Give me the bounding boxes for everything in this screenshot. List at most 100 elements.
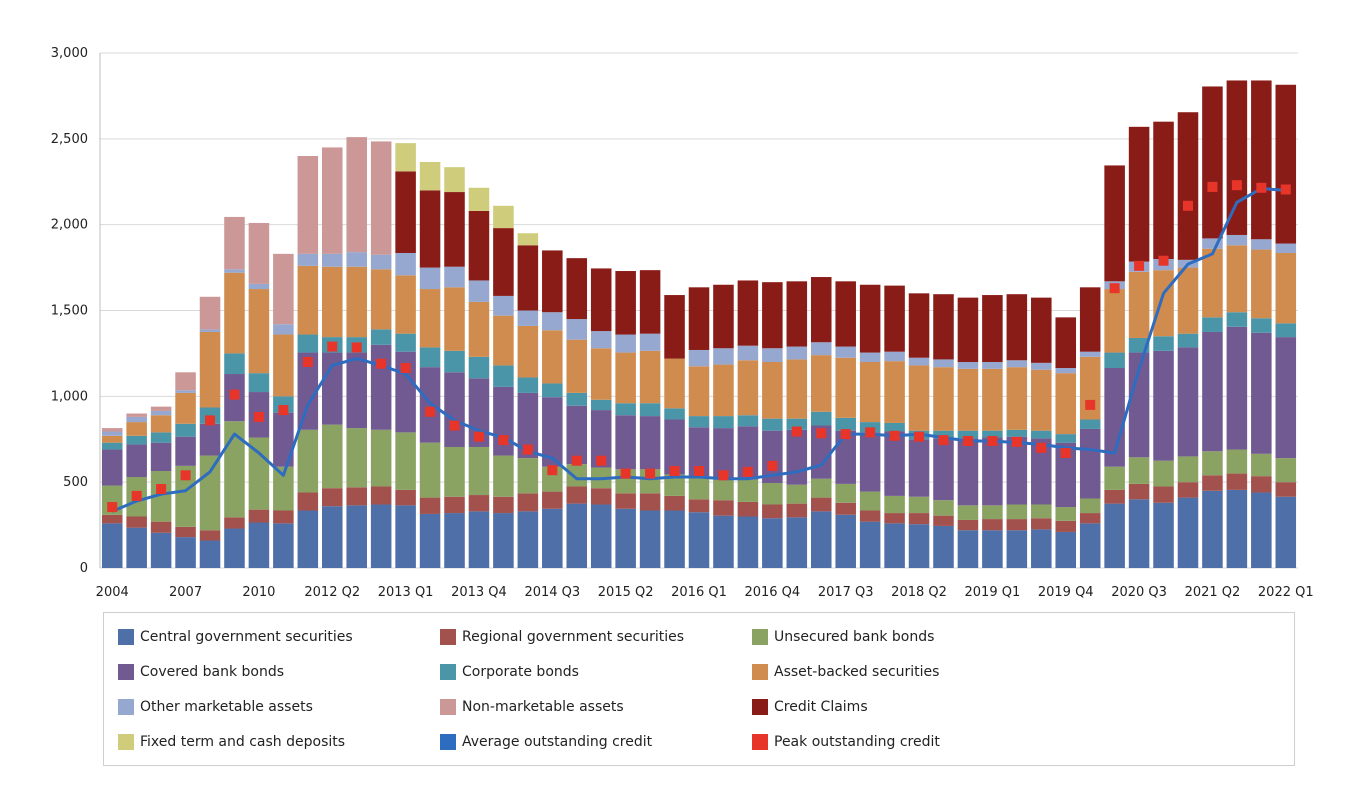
bar-segment-central-government-securities <box>835 514 856 568</box>
legend-swatch <box>440 664 456 680</box>
bar-segment-asset-backed-securities <box>1153 270 1174 337</box>
bar-segment-covered-bank-bonds <box>933 438 954 501</box>
bar-segment-unsecured-bank-bonds <box>1104 466 1125 490</box>
bar-segment-covered-bank-bonds <box>1153 350 1174 461</box>
bar-segment-covered-bank-bonds <box>1226 326 1248 450</box>
bar-segment-regional-government-securities <box>1153 486 1174 503</box>
legend-swatch <box>752 734 768 750</box>
bar-segment-central-government-securities <box>395 505 416 568</box>
bar-segment-corporate-bonds <box>175 423 196 437</box>
bar-segment-regional-government-securities <box>1128 483 1150 500</box>
x-tick-label: 2021 Q2 <box>1185 585 1241 600</box>
marker-peak-outstanding-credit <box>1207 181 1218 192</box>
average-credit-line <box>111 187 1286 513</box>
bar-segment-corporate-bonds <box>1177 333 1199 348</box>
bar-segment-central-government-securities <box>248 522 270 568</box>
bar-segment-credit-claims <box>566 258 588 320</box>
bar-segment-unsecured-bank-bonds <box>1202 451 1223 476</box>
bar-segment-other-marketable-assets <box>346 252 367 267</box>
x-tick-label: 2013 Q1 <box>378 585 434 600</box>
bar-segment-other-marketable-assets <box>297 253 319 266</box>
bar-segment-regional-government-securities <box>1275 482 1297 497</box>
bar-segment-regional-government-securities <box>126 516 147 528</box>
bar-segment-fixed-term-and-cash-deposits <box>468 187 490 211</box>
legend: Central government securities Regional go… <box>103 612 1295 766</box>
legend-item-asset-backed-securities: Asset-backed securities <box>752 662 939 682</box>
bar-segment-corporate-bonds <box>248 373 270 393</box>
bar-segment-regional-government-securities <box>517 493 539 512</box>
bar-segment-central-government-securities <box>297 510 319 568</box>
bar-segment-asset-backed-securities <box>370 269 392 330</box>
bar-segment-central-government-securities <box>1177 497 1199 568</box>
bar-segment-credit-claims <box>468 210 490 281</box>
bar-segment-asset-backed-securities <box>737 360 759 416</box>
bar-segment-corporate-bonds <box>615 403 636 416</box>
bar-segment-asset-backed-securities <box>273 334 294 397</box>
legend-label: Credit Claims <box>774 699 868 715</box>
legend-item-corporate-bonds: Corporate bonds <box>440 662 579 682</box>
legend-item-average-outstanding-credit: Average outstanding credit <box>440 732 652 752</box>
bar-segment-asset-backed-securities <box>126 422 147 436</box>
bar-segment-unsecured-bank-bonds <box>517 458 539 494</box>
bar-segment-central-government-securities <box>762 518 783 568</box>
bar-segment-credit-claims <box>493 228 514 296</box>
bar-segment-covered-bank-bonds <box>957 438 979 506</box>
bar-segment-corporate-bonds <box>1079 419 1101 429</box>
bar-segment-asset-backed-securities <box>224 272 245 354</box>
y-tick-label: 1,000 <box>51 389 88 404</box>
bar-segment-covered-bank-bonds <box>590 410 612 468</box>
bar-segment-corporate-bonds <box>859 422 881 433</box>
bar-segment-other-marketable-assets <box>1055 368 1077 374</box>
bar-segment-unsecured-bank-bonds <box>150 471 172 522</box>
bar-segment-corporate-bonds <box>1055 434 1077 443</box>
legend-swatch <box>752 664 768 680</box>
bar-segment-asset-backed-securities <box>810 355 832 412</box>
y-tick-label: 500 <box>63 475 88 490</box>
x-tick-label: 2004 <box>96 585 129 600</box>
bar-segment-asset-backed-securities <box>542 330 563 384</box>
legend-swatch <box>752 629 768 645</box>
bar-segment-central-government-securities <box>517 511 539 568</box>
bar-segment-other-marketable-assets <box>273 324 294 335</box>
bar-segment-other-marketable-assets <box>322 253 343 267</box>
bar-segment-unsecured-bank-bonds <box>1177 456 1199 483</box>
bar-segment-other-marketable-assets <box>810 342 832 356</box>
bar-segment-credit-claims <box>1104 165 1125 282</box>
bar-segment-asset-backed-securities <box>1031 369 1052 431</box>
marker-peak-outstanding-credit <box>1280 184 1291 195</box>
bar-segment-central-government-securities <box>199 540 221 568</box>
legend-label: Corporate bonds <box>462 664 579 680</box>
bar-segment-asset-backed-securities <box>713 364 734 417</box>
bar-segment-covered-bank-bonds <box>101 449 123 486</box>
bar-segment-regional-government-securities <box>346 487 367 506</box>
bar-segment-covered-bank-bonds <box>786 429 808 485</box>
bar-segment-non-marketable-assets <box>126 413 147 417</box>
bar-segment-corporate-bonds <box>273 396 294 413</box>
legend-item-unsecured-bank-bonds: Unsecured bank bonds <box>752 627 934 647</box>
x-tick-label: 2007 <box>169 585 202 600</box>
bar-segment-other-marketable-assets <box>737 345 759 361</box>
bar-segment-covered-bank-bonds <box>370 344 392 430</box>
marker-peak-outstanding-credit <box>571 455 582 466</box>
bar-segment-unsecured-bank-bonds <box>786 484 808 504</box>
bar-segment-central-government-securities <box>273 523 294 568</box>
y-tick-label: 2,500 <box>51 132 88 147</box>
marker-peak-outstanding-credit <box>1182 200 1193 211</box>
legend-swatch <box>440 699 456 715</box>
legend-label: Average outstanding credit <box>462 734 653 750</box>
x-tick-label: 2018 Q2 <box>891 585 947 600</box>
bar-segment-central-government-securities <box>713 515 734 568</box>
bar-segment-asset-backed-securities <box>1226 245 1248 313</box>
bar-segment-covered-bank-bonds <box>1177 347 1199 457</box>
bar-segment-regional-government-securities <box>1202 475 1223 491</box>
bar-segment-central-government-securities <box>175 537 196 568</box>
bar-segment-unsecured-bank-bonds <box>1128 457 1150 484</box>
bar-segment-credit-claims <box>957 297 979 363</box>
bar-segment-credit-claims <box>884 285 905 352</box>
bar-segment-central-government-securities <box>224 528 245 568</box>
legend-item-covered-bank-bonds: Covered bank bonds <box>118 662 284 682</box>
bar-segment-credit-claims <box>1079 287 1101 352</box>
legend-swatch <box>440 629 456 645</box>
bar-segment-other-marketable-assets <box>224 269 245 273</box>
bar-segment-covered-bank-bonds <box>150 442 172 471</box>
